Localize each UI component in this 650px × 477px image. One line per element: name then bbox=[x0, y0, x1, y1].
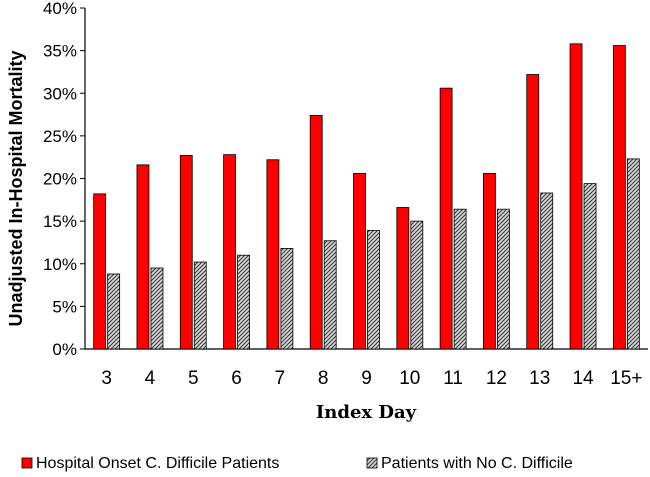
bar-c-difficile bbox=[93, 193, 107, 350]
bar-no-c-difficile bbox=[367, 230, 380, 350]
x-tick-label: 6 bbox=[231, 368, 242, 389]
x-tick-label: 14 bbox=[572, 368, 594, 389]
bar-c-difficile bbox=[266, 159, 280, 350]
bar-no-c-difficile bbox=[107, 273, 121, 350]
legend-swatch-c-difficile bbox=[21, 457, 33, 469]
y-tick-label: 0% bbox=[52, 340, 77, 359]
bar-no-c-difficile bbox=[150, 267, 164, 350]
x-tick-label: 10 bbox=[399, 368, 420, 389]
bar-no-c-difficile bbox=[626, 158, 640, 350]
bar-no-c-difficile bbox=[193, 261, 207, 350]
y-tick-label: 40% bbox=[43, 0, 77, 18]
x-tick-label: 13 bbox=[529, 368, 550, 389]
legend: Hospital Onset C. Difficile Patients Pati… bbox=[21, 455, 573, 472]
x-tick-label: 12 bbox=[486, 368, 507, 389]
bar-no-c-difficile bbox=[237, 254, 250, 350]
legend-swatch-no-c-difficile bbox=[366, 457, 378, 469]
x-tick-label: 11 bbox=[443, 368, 463, 389]
bar-c-difficile bbox=[483, 172, 496, 350]
y-tick-label: 30% bbox=[43, 84, 77, 103]
x-tick-label: 9 bbox=[361, 368, 372, 389]
x-tick-label: 3 bbox=[101, 368, 112, 389]
x-axis-ticks: 3 4 5 6 7 8 9 10 11 12 13 14 15+ bbox=[101, 368, 642, 389]
x-tick-label: 5 bbox=[188, 368, 199, 389]
bar-no-c-difficile bbox=[540, 192, 554, 350]
bar-c-difficile bbox=[396, 207, 410, 350]
bar-c-difficile bbox=[179, 155, 193, 350]
bar-c-difficile bbox=[526, 74, 540, 350]
bar-c-difficile bbox=[612, 45, 626, 350]
x-tick-label: 8 bbox=[318, 368, 329, 389]
bars bbox=[93, 43, 640, 350]
y-axis-ticks: 0% 5% 10% 15% 20% 25% 30% 35% 40% bbox=[43, 0, 85, 359]
bar-c-difficile bbox=[439, 87, 453, 350]
bar-no-c-difficile bbox=[497, 208, 510, 350]
bar-c-difficile bbox=[136, 164, 150, 350]
bar-no-c-difficile bbox=[323, 240, 337, 350]
bar-no-c-difficile bbox=[453, 208, 467, 350]
x-tick-label: 4 bbox=[145, 368, 156, 389]
bar-no-c-difficile bbox=[280, 248, 294, 350]
y-tick-label: 5% bbox=[52, 297, 77, 316]
axes bbox=[84, 8, 648, 350]
x-axis-title: Index Day bbox=[316, 402, 417, 423]
bar-c-difficile bbox=[309, 115, 323, 350]
x-tick-label: 15+ bbox=[610, 368, 642, 389]
y-axis-title: Unadjusted In-Hospital Mortality bbox=[6, 50, 26, 326]
y-tick-label: 20% bbox=[43, 170, 77, 189]
y-tick-label: 15% bbox=[43, 212, 77, 231]
bar-no-c-difficile bbox=[583, 183, 597, 350]
bar-c-difficile bbox=[569, 43, 583, 350]
x-tick-label: 7 bbox=[275, 368, 286, 389]
legend-label-no-c-difficile: Patients with No C. Difficile bbox=[381, 455, 573, 472]
y-tick-label: 35% bbox=[43, 42, 77, 61]
y-tick-label: 10% bbox=[43, 255, 77, 274]
legend-label-c-difficile: Hospital Onset C. Difficile Patients bbox=[36, 455, 279, 472]
bar-no-c-difficile bbox=[410, 220, 424, 350]
bar-c-difficile bbox=[353, 172, 366, 350]
bar-c-difficile bbox=[223, 154, 236, 350]
y-tick-label: 25% bbox=[43, 127, 77, 146]
